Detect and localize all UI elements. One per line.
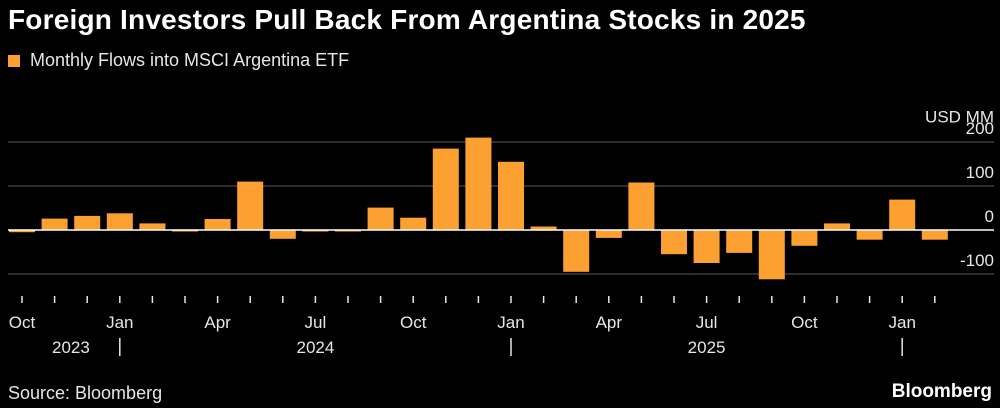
x-tick-label: Oct — [400, 313, 427, 332]
bar-2025-10 — [791, 230, 818, 246]
x-tick-label: Jan — [888, 313, 915, 332]
bar-2024-06 — [269, 230, 296, 239]
x-tick-label: Oct — [9, 313, 36, 332]
y-tick-label: 200 — [966, 119, 994, 138]
x-tick-label: Oct — [791, 313, 818, 332]
bar-2025-03 — [563, 230, 590, 272]
year-label: 2023 — [52, 338, 90, 357]
bar-2024-09 — [367, 207, 394, 230]
y-tick-label: 0 — [985, 207, 994, 226]
legend-label: Monthly Flows into MSCI Argentina ETF — [30, 50, 350, 70]
chart-legend: Monthly Flows into MSCI Argentina ETF — [8, 50, 349, 71]
bar-2025-02 — [530, 226, 557, 230]
bar-2025-12 — [856, 230, 883, 240]
x-tick-label: Jul — [305, 313, 327, 332]
y-tick-label: 100 — [966, 163, 994, 182]
bar-2025-06 — [661, 230, 687, 255]
bar-2024-05 — [237, 181, 264, 230]
bar-2023-10 — [9, 230, 35, 233]
legend-swatch — [8, 54, 20, 67]
chart-title: Foreign Investors Pull Back From Argenti… — [8, 4, 806, 35]
bar-2026-01 — [889, 199, 916, 230]
y-tick-label: -100 — [960, 251, 994, 270]
source-note: Source: Bloomberg — [8, 383, 163, 403]
bar-2025-01 — [498, 161, 524, 230]
x-tick-label: Apr — [204, 313, 231, 332]
bloomberg-logo: Bloomberg — [891, 381, 992, 402]
x-tick-label: Jan — [106, 313, 133, 332]
bar-2023-11 — [41, 218, 68, 230]
bar-2025-07 — [693, 230, 720, 263]
bar-2025-04 — [595, 230, 622, 238]
x-tick-label: Jan — [497, 313, 524, 332]
y-axis-unit-label: USD MM — [925, 107, 994, 126]
bar-2024-01 — [106, 213, 133, 230]
bar-2025-08 — [726, 230, 753, 253]
bar-2023-12 — [74, 215, 101, 230]
year-label: 2025 — [688, 338, 726, 357]
x-tick-label: Jul — [696, 313, 718, 332]
bar-2024-10 — [400, 217, 427, 230]
bar-2024-04 — [204, 219, 231, 230]
year-label: 2024 — [296, 338, 334, 357]
bar-2024-02 — [139, 223, 166, 230]
bar-2025-11 — [824, 223, 850, 230]
x-tick-label: Apr — [596, 313, 623, 332]
bar-2025-05 — [628, 182, 655, 230]
bar-2024-12 — [465, 137, 492, 230]
bar-2025-09 — [758, 230, 785, 280]
bar-2024-11 — [432, 148, 459, 230]
bar-2026-02 — [921, 230, 948, 240]
